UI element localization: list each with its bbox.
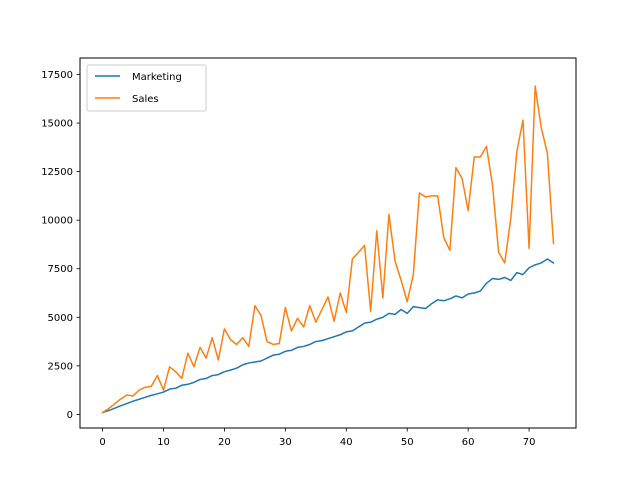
x-axis: 0 10 20 30 40 50 60 70	[99, 428, 535, 448]
legend-label-sales: Sales	[132, 94, 159, 105]
y-axis: 0 2500 5000 7500 10000 12500 15000 17500	[41, 70, 80, 421]
y-tick-label: 10000	[41, 216, 73, 227]
legend: Marketing Sales	[86, 64, 207, 112]
series-layer	[101, 85, 555, 414]
y-tick-label: 5000	[48, 313, 73, 324]
series-line-sales	[101, 85, 555, 414]
x-tick-label: 50	[401, 437, 414, 448]
legend-label-marketing: Marketing	[132, 72, 182, 83]
y-tick-label: 15000	[41, 119, 73, 130]
y-tick-label: 0	[67, 410, 73, 421]
series-line-marketing	[101, 258, 555, 414]
x-tick-label: 60	[462, 437, 475, 448]
y-tick-label: 2500	[48, 361, 73, 372]
x-tick-label: 0	[99, 437, 105, 448]
plot-frame	[79, 57, 577, 429]
x-tick-label: 40	[340, 437, 353, 448]
x-tick-label: 10	[157, 437, 170, 448]
x-tick-label: 70	[523, 437, 536, 448]
y-tick-label: 12500	[41, 167, 73, 178]
x-tick-label: 20	[218, 437, 231, 448]
y-tick-label: 17500	[41, 70, 73, 81]
y-tick-label: 7500	[48, 264, 73, 275]
x-tick-label: 30	[279, 437, 292, 448]
